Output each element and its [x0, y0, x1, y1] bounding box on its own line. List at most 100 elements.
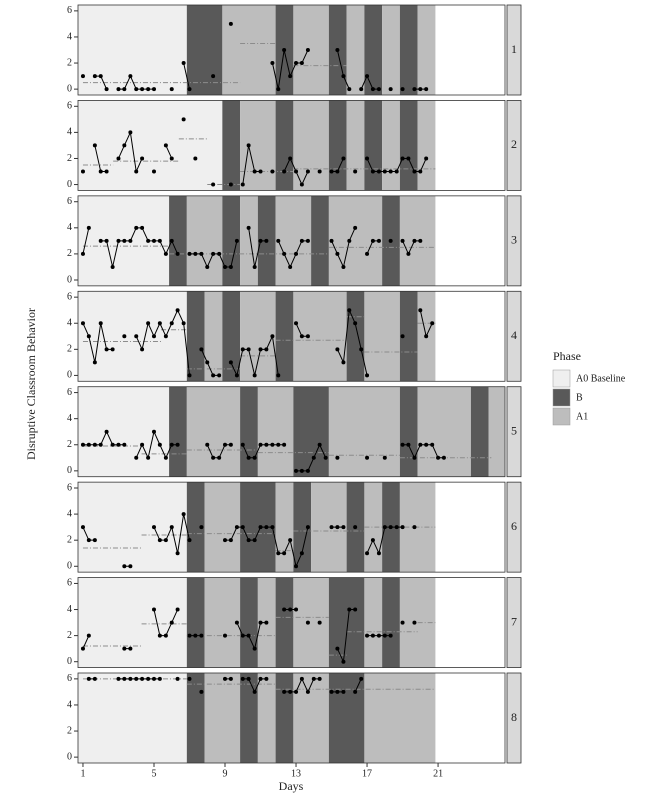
- phase-band: [78, 673, 187, 763]
- x-tick-label: 17: [362, 768, 372, 779]
- data-point: [341, 659, 346, 664]
- phase-band: [275, 482, 294, 573]
- data-point: [299, 334, 304, 339]
- data-point: [240, 525, 245, 530]
- phase-band: [364, 100, 383, 191]
- y-tick-label: 0: [67, 179, 72, 190]
- data-point: [240, 347, 245, 352]
- y-tick-label: 6: [67, 5, 72, 16]
- data-point: [246, 225, 251, 230]
- phase-band: [240, 100, 276, 191]
- data-point: [430, 321, 435, 326]
- data-point: [98, 169, 103, 174]
- data-point: [370, 87, 375, 92]
- phase-band: [169, 195, 187, 286]
- data-point: [252, 689, 257, 694]
- data-point: [163, 633, 168, 638]
- data-point: [134, 87, 139, 92]
- data-point: [347, 238, 352, 243]
- data-point: [365, 455, 370, 460]
- data-point: [228, 360, 233, 365]
- data-point: [128, 676, 133, 681]
- phase-band: [399, 291, 418, 382]
- data-point: [299, 182, 304, 187]
- data-point: [246, 143, 251, 148]
- data-point: [223, 633, 228, 638]
- data-point: [424, 87, 429, 92]
- data-point: [299, 468, 304, 473]
- y-tick-label: 0: [67, 751, 72, 762]
- data-point: [157, 676, 162, 681]
- data-point: [294, 607, 299, 612]
- data-point: [163, 251, 168, 256]
- phase-band: [364, 673, 436, 763]
- legend-swatch: [552, 407, 571, 426]
- data-point: [116, 156, 121, 161]
- data-point: [299, 551, 304, 556]
- phase-band: [240, 291, 276, 382]
- data-point: [317, 620, 322, 625]
- data-point: [294, 564, 299, 569]
- data-point: [169, 620, 174, 625]
- data-point: [270, 61, 275, 66]
- data-point: [359, 676, 364, 681]
- y-tick-label: 4: [67, 604, 72, 615]
- data-point: [146, 321, 151, 326]
- y-tick-label: 2: [67, 153, 72, 164]
- legend-swatch: [552, 388, 571, 407]
- phase-band: [293, 482, 312, 573]
- phase-band: [186, 5, 223, 95]
- data-point: [382, 633, 387, 638]
- data-point: [122, 564, 127, 569]
- data-point: [193, 251, 198, 256]
- data-point: [116, 238, 121, 243]
- data-point: [418, 238, 423, 243]
- data-point: [199, 251, 204, 256]
- y-tick-label: 4: [67, 31, 72, 42]
- phase-band: [417, 5, 436, 95]
- data-point: [140, 347, 145, 352]
- phase-band: [346, 5, 365, 95]
- data-point: [347, 607, 352, 612]
- data-point: [240, 182, 245, 187]
- y-tick-label: 2: [67, 534, 72, 545]
- y-tick-label: 6: [67, 578, 72, 589]
- data-point: [86, 225, 91, 230]
- data-point: [205, 360, 210, 365]
- data-point: [353, 525, 358, 530]
- data-point: [128, 646, 133, 651]
- y-tick-label: 4: [67, 699, 72, 710]
- data-point: [169, 156, 174, 161]
- data-point: [128, 130, 133, 135]
- data-point: [181, 321, 186, 326]
- data-point: [163, 334, 168, 339]
- data-point: [104, 169, 109, 174]
- data-point: [418, 169, 423, 174]
- phase-band: [222, 195, 241, 286]
- data-point: [353, 225, 358, 230]
- data-point: [370, 238, 375, 243]
- data-point: [86, 633, 91, 638]
- data-point: [276, 551, 281, 556]
- data-point: [246, 347, 251, 352]
- data-point: [163, 538, 168, 543]
- data-point: [240, 442, 245, 447]
- data-point: [140, 442, 145, 447]
- x-tick-label: 21: [433, 768, 443, 779]
- data-point: [80, 74, 85, 79]
- data-point: [246, 633, 251, 638]
- panel-border: [77, 672, 506, 764]
- phase-band: [328, 577, 365, 668]
- data-point: [341, 689, 346, 694]
- y-tick-label: 4: [67, 413, 72, 424]
- data-point: [252, 169, 257, 174]
- data-point: [400, 442, 405, 447]
- data-point: [341, 525, 346, 530]
- y-tick-label: 2: [67, 725, 72, 736]
- data-point: [163, 455, 168, 460]
- data-point: [335, 251, 340, 256]
- legend-swatch: [552, 369, 571, 388]
- data-point: [365, 156, 370, 161]
- data-point: [365, 251, 370, 256]
- data-point: [98, 321, 103, 326]
